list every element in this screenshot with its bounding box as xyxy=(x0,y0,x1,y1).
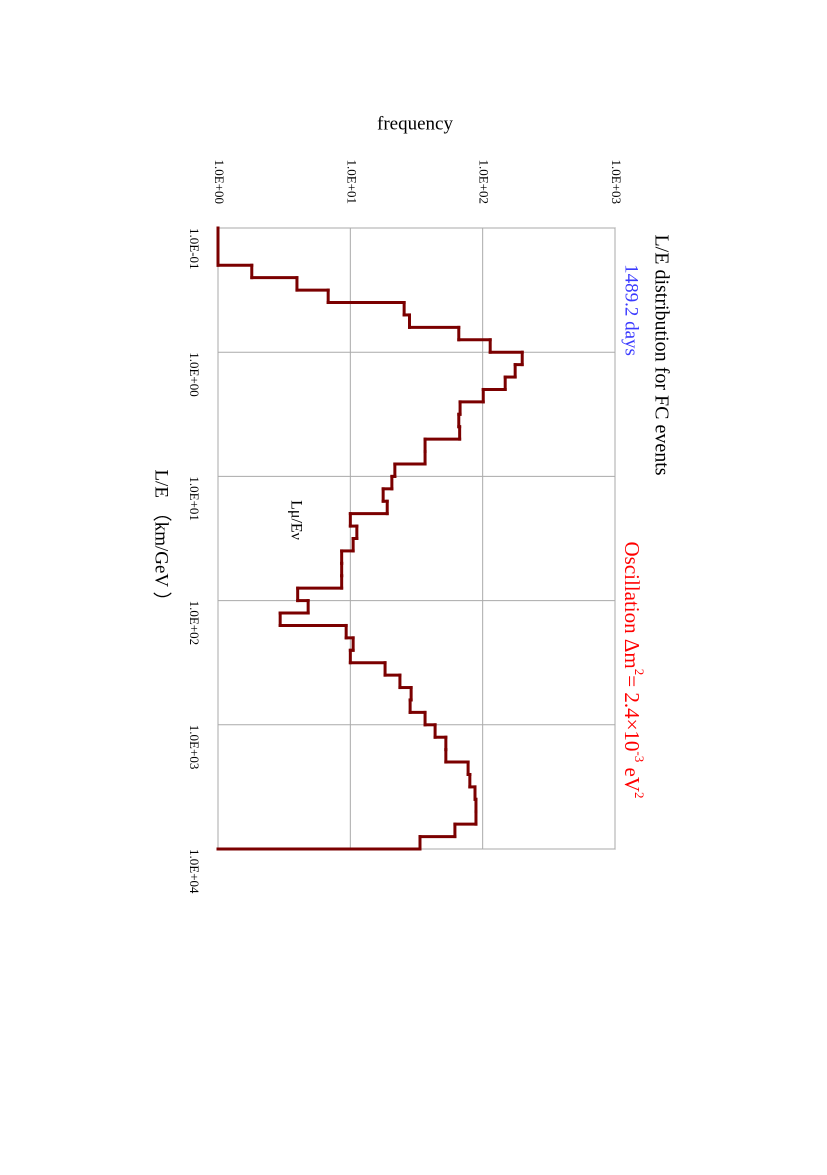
y-tick-label: 1.0E+00 xyxy=(212,159,227,204)
x-tick-label: 1.0E+01 xyxy=(187,476,202,521)
histogram xyxy=(216,226,524,851)
oscillation-part: eV xyxy=(620,762,644,792)
oscillation-note: Oscillation Δm2= 2.4×10-3 eV2 xyxy=(620,541,646,798)
y-tick-label: 1.0E+03 xyxy=(609,159,624,204)
oscillation-part: 2 xyxy=(632,792,647,799)
oscillation-part: -3 xyxy=(632,751,647,762)
y-axis-label: frequency xyxy=(377,113,453,134)
oscillation-part: 2 xyxy=(632,669,647,676)
x-tick-label: 1.0E-01 xyxy=(187,228,202,270)
x-axis-label: L/E （km/GeV ） xyxy=(151,469,173,610)
chart-title: L/E distribution for FC events xyxy=(650,234,672,475)
plot-frame xyxy=(217,227,616,850)
y-tick-label: 1.0E+02 xyxy=(477,159,492,204)
subtitle: 1489.2 days xyxy=(621,264,642,356)
x-tick-label: 1.0E+00 xyxy=(187,352,202,397)
oscillation-part: = 2.4×10 xyxy=(620,675,644,751)
x-tick-label: 1.0E+04 xyxy=(187,849,202,894)
x-tick-label: 1.0E+03 xyxy=(187,725,202,770)
y-tick-label: 1.0E+01 xyxy=(344,159,359,204)
series-label: Lμ/Eν xyxy=(287,500,304,540)
oscillation-part: Oscillation Δm xyxy=(620,541,644,668)
x-tick-label: 1.0E+02 xyxy=(187,601,202,646)
